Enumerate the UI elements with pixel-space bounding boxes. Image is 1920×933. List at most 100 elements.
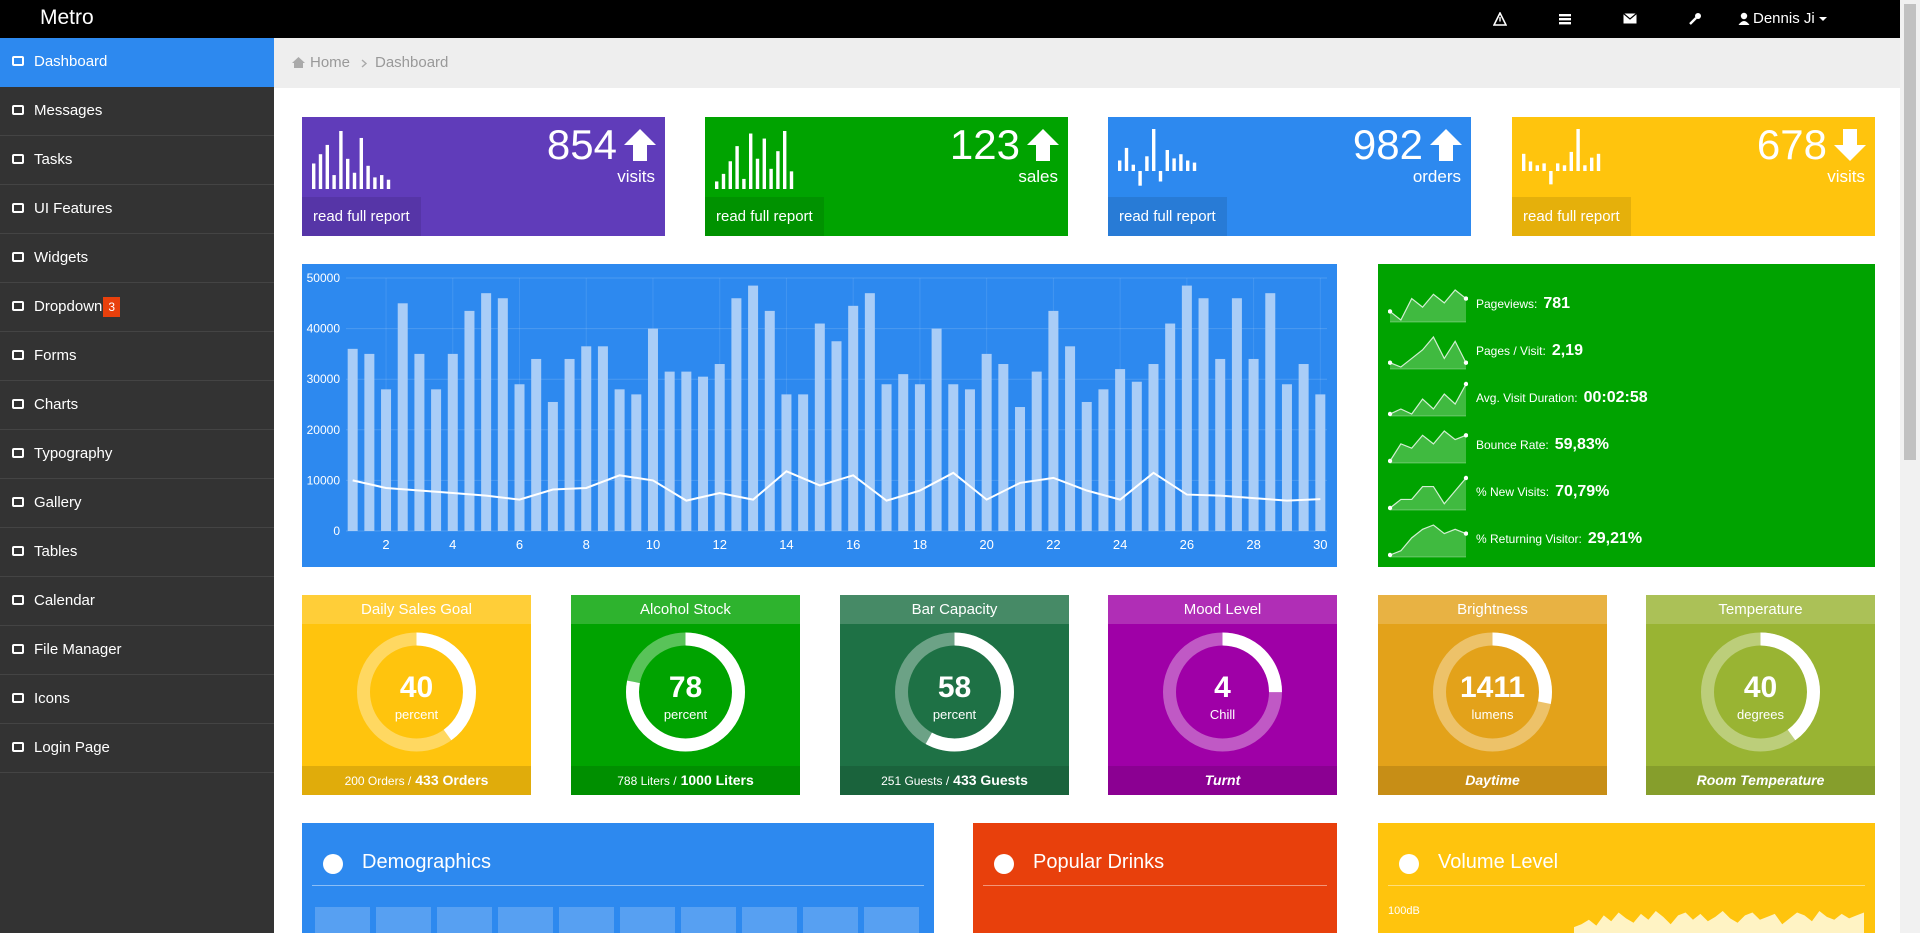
bar: [1215, 358, 1226, 531]
tile-label: visits: [1827, 167, 1865, 186]
gauge-footer: 788 Liters /1000 Liters: [571, 766, 800, 795]
nav-label: Forms: [34, 347, 77, 364]
bar: [581, 346, 592, 531]
card-icon-shape: [994, 854, 1014, 874]
stats-panel: Pageviews: 781 Pages / Visit: 2,19 Avg. Visi…: [1378, 264, 1875, 567]
card-title: Demographics: [362, 851, 491, 873]
tasks-icon[interactable]: [1558, 13, 1572, 25]
x-tick-label: 12: [712, 537, 726, 552]
breadcrumb-home[interactable]: Home: [310, 54, 351, 71]
sidebar-item[interactable]: Messages: [0, 87, 274, 136]
gauge-total: 433 Orders: [415, 772, 489, 788]
gauge-svg: [1163, 632, 1282, 752]
demographic-block: [315, 907, 370, 933]
trend-arrow: [1027, 129, 1059, 161]
nav-label: Login Page: [34, 739, 110, 756]
panel-card: Popular Drinks: [973, 823, 1337, 933]
sidebar-item[interactable]: Calendar: [0, 577, 274, 626]
bar: [731, 298, 742, 531]
sidebar-item[interactable]: Charts: [0, 381, 274, 430]
mail-icon[interactable]: [1623, 13, 1637, 24]
gauge-arc: [357, 632, 476, 752]
gauge-footer: Room Temperature: [1646, 766, 1875, 795]
gauge-note: 251 Guests /: [881, 774, 950, 788]
spark-dot: [1388, 458, 1393, 464]
x-tick-label: 22: [1046, 537, 1060, 552]
demographic-block: [620, 907, 675, 933]
tile-link[interactable]: read full report: [1512, 197, 1631, 236]
stat-value: 781: [1543, 295, 1571, 312]
nav-icon: [12, 154, 24, 164]
sidebar-item[interactable]: Login Page: [0, 724, 274, 773]
gauge-footer: 251 Guests /433 Guests: [840, 766, 1069, 795]
bar: [1115, 369, 1126, 531]
bar: [1231, 298, 1242, 531]
spark-dot: [1463, 475, 1468, 481]
bar: [1181, 285, 1192, 531]
tile-link[interactable]: read full report: [1108, 197, 1227, 236]
stat-sparkline: [1388, 524, 1468, 558]
x-tick-label: 4: [449, 537, 456, 552]
bar: [1098, 389, 1109, 531]
bar: [414, 353, 425, 531]
spark-line: [1389, 430, 1467, 462]
card-icon-shape: [1399, 854, 1419, 874]
stat-row: Pageviews: 781: [1476, 295, 1570, 313]
bar: [1031, 371, 1042, 531]
user-name: Dennis Ji: [1753, 10, 1815, 27]
sidebar-item[interactable]: Icons: [0, 675, 274, 724]
stat-sparkline: [1388, 289, 1468, 323]
gauge-box: Alcohol Stock 78 percent 788 Liters /1000 L…: [571, 595, 800, 795]
gauge-title: Alcohol Stock: [571, 595, 800, 624]
nav-label: Dropdown: [34, 298, 103, 315]
stat-label: Pageviews:: [1476, 297, 1538, 311]
sidebar-item[interactable]: Forms: [0, 332, 274, 381]
spark-bar: [742, 178, 746, 189]
spark-bar: [373, 177, 377, 189]
spark-bar: [1152, 129, 1156, 171]
sidebar-item[interactable]: Widgets: [0, 234, 274, 283]
card-icon: [323, 854, 343, 874]
gauge-unit: percent: [394, 707, 439, 722]
bar: [681, 371, 692, 531]
scrollbar-thumb[interactable]: [1904, 4, 1916, 460]
gauge-svg: [1433, 632, 1552, 752]
card-divider: [1388, 885, 1865, 886]
sidebar-item[interactable]: UI Features: [0, 185, 274, 234]
x-tick-label: 14: [779, 537, 793, 552]
gauge-title: Bar Capacity: [840, 595, 1069, 624]
bar: [464, 310, 475, 531]
sidebar-item[interactable]: Tasks: [0, 136, 274, 185]
bar: [381, 389, 392, 531]
x-tick-label: 20: [979, 537, 993, 552]
gauge-title: Temperature: [1646, 595, 1875, 624]
nav-label: Typography: [34, 445, 113, 462]
sidebar-item[interactable]: Dashboard: [0, 38, 274, 87]
badge: 3: [103, 297, 121, 317]
alert-icon[interactable]: [1493, 12, 1507, 26]
sidebar-item[interactable]: File Manager: [0, 626, 274, 675]
brand[interactable]: Metro: [40, 6, 94, 29]
gauge-box: Bar Capacity 58 percent 251 Guests /433 Gue…: [840, 595, 1069, 795]
tile-link[interactable]: read full report: [302, 197, 421, 236]
user-menu[interactable]: Dennis Ji: [1753, 10, 1828, 27]
tile-link[interactable]: read full report: [705, 197, 824, 236]
sidebar-item[interactable]: Gallery: [0, 479, 274, 528]
spark-bar: [755, 158, 760, 189]
settings-icon[interactable]: [1688, 12, 1702, 26]
sidebar-item[interactable]: Typography: [0, 430, 274, 479]
spark-bar: [1165, 150, 1169, 171]
gauge-value: 4: [1214, 671, 1231, 704]
caret: [1818, 17, 1827, 21]
tile-sparkline: [715, 131, 794, 189]
gauge-value: 40: [399, 671, 434, 704]
stat-sparkline: [1388, 335, 1468, 370]
nav-label: Gallery: [34, 494, 82, 511]
gauge-box: Brightness 1411 lumens Daytime: [1378, 595, 1607, 795]
sidebar-item[interactable]: Dropdown 3: [0, 283, 274, 332]
bar: [848, 305, 859, 531]
gauge-unit: degrees: [1737, 707, 1784, 722]
gauge-svg: [357, 632, 476, 752]
gauge-value: 78: [668, 671, 703, 704]
sidebar-item[interactable]: Tables: [0, 528, 274, 577]
